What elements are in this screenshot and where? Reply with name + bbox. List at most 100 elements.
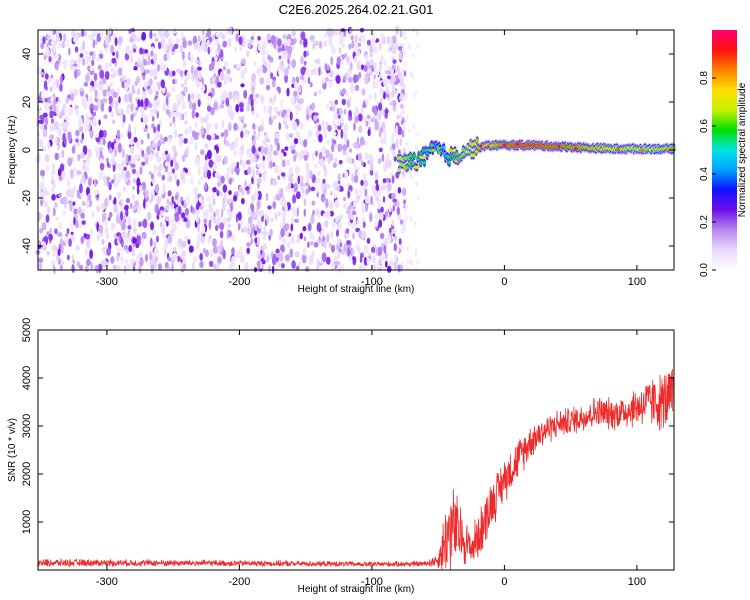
heatmap-noise-cell — [306, 50, 310, 57]
heatmap-noise-cell — [114, 37, 118, 47]
heatmap-noise-cell — [204, 249, 209, 257]
heatmap-noise-cell — [380, 54, 384, 64]
heatmap-noise-cell — [118, 96, 121, 104]
heatmap-noise-cell — [404, 61, 407, 67]
heatmap-noise-cell — [102, 89, 108, 97]
heatmap-noise-cell — [381, 153, 385, 162]
heatmap-noise-cell — [343, 203, 347, 209]
heatmap-noise-cell — [171, 223, 177, 228]
heatmap-noise-cell — [342, 75, 346, 82]
heatmap-noise-cell — [295, 110, 299, 116]
heatmap-noise-cell — [211, 77, 216, 85]
heatmap-noise-cell — [396, 201, 400, 208]
heatmap-noise-cell — [286, 38, 291, 46]
heatmap-noise-cell — [130, 113, 134, 122]
heatmap-noise-cell — [316, 170, 321, 176]
heatmap-noise-cell — [413, 93, 416, 99]
heatmap-noise-cell — [150, 46, 155, 51]
y-tick-label: 2000 — [21, 462, 33, 486]
heatmap-noise-cell — [245, 159, 251, 165]
heatmap-noise-cell — [156, 197, 161, 205]
heatmap-noise-cell — [40, 212, 44, 219]
heatmap-noise-cell — [358, 125, 363, 134]
heatmap-noise-cell — [85, 74, 90, 82]
heatmap-noise-cell — [171, 253, 177, 259]
heatmap-noise-cell — [323, 167, 328, 178]
heatmap-noise-cell — [375, 179, 379, 185]
heatmap-noise-cell — [314, 40, 319, 47]
heatmap-noise-cell — [49, 134, 55, 141]
heatmap-noise-cell — [222, 249, 226, 260]
heatmap-noise-cell — [140, 139, 144, 145]
heatmap-noise-cell — [327, 36, 331, 46]
heatmap-noise-cell — [217, 81, 222, 88]
heatmap-noise-cell — [198, 60, 201, 67]
heatmap-noise-cell — [278, 122, 281, 131]
heatmap-noise-cell — [142, 218, 148, 229]
heatmap-noise-cell — [116, 255, 120, 262]
heatmap-noise-cell — [171, 195, 174, 204]
heatmap-noise-cell — [375, 183, 380, 192]
heatmap-noise-cell — [363, 256, 367, 266]
heatmap-noise-cell — [121, 247, 125, 253]
heatmap-noise-cell — [361, 231, 365, 241]
heatmap-noise-cell — [327, 124, 332, 132]
heatmap-noise-cell — [103, 246, 108, 256]
spectrogram-y-label: Frequency (Hz) — [7, 116, 18, 185]
heatmap-noise-cell — [230, 260, 236, 268]
heatmap-noise-cell — [114, 100, 119, 107]
heatmap-noise-cell — [401, 175, 404, 180]
heatmap-noise-cell — [117, 142, 122, 153]
heatmap-noise-cell — [275, 112, 279, 119]
heatmap-noise-cell — [322, 178, 326, 184]
heatmap-noise-cell — [171, 145, 177, 152]
heatmap-noise-cell — [364, 76, 369, 85]
heatmap-noise-cell — [176, 179, 180, 187]
heatmap-noise-cell — [363, 244, 369, 255]
heatmap-noise-cell — [335, 229, 340, 237]
heatmap-noise-cell — [116, 129, 121, 137]
heatmap-noise-cell — [190, 205, 193, 213]
heatmap-noise-cell — [184, 168, 189, 174]
heatmap-noise-cell — [124, 52, 130, 61]
heatmap-noise-cell — [149, 237, 153, 247]
heatmap-noise-cell — [202, 247, 206, 254]
heatmap-noise-cell — [55, 137, 59, 146]
heatmap-noise-cell — [67, 254, 70, 261]
heatmap-noise-cell — [385, 177, 390, 183]
heatmap-noise-cell — [150, 221, 154, 231]
heatmap-noise-cell — [256, 163, 261, 168]
y-tick-label: -20 — [21, 190, 33, 206]
heatmap-noise-cell — [45, 116, 48, 126]
heatmap-noise-cell — [346, 152, 349, 162]
heatmap-noise-cell — [300, 66, 306, 76]
heatmap-noise-cell — [227, 122, 232, 132]
heatmap-noise-cell — [262, 231, 267, 241]
heatmap-noise-cell — [76, 189, 81, 199]
heatmap-noise-cell — [101, 202, 104, 209]
heatmap-noise-cell — [111, 179, 115, 184]
heatmap-noise-cell — [50, 260, 56, 266]
heatmap-noise-cell — [384, 251, 388, 260]
heatmap-noise-cell — [163, 136, 168, 142]
heatmap-noise-cell — [254, 237, 258, 244]
heatmap-noise-cell — [302, 247, 307, 256]
heatmap-noise-cell — [281, 159, 286, 168]
heatmap-noise-cell — [400, 78, 404, 86]
heatmap-noise-cell — [100, 103, 105, 112]
x-tick-label: -100 — [361, 576, 383, 588]
heatmap-noise-cell — [62, 209, 66, 216]
heatmap-noise-cell — [322, 213, 326, 219]
heatmap-noise-cell — [77, 154, 80, 162]
heatmap-noise-cell — [334, 199, 340, 208]
heatmap-noise-cell — [79, 87, 84, 92]
heatmap-noise-cell — [370, 117, 375, 123]
heatmap-noise-cell — [307, 130, 313, 138]
heatmap-noise-cell — [404, 207, 407, 213]
heatmap-noise-cell — [314, 58, 318, 64]
heatmap-noise-cell — [384, 57, 387, 67]
heatmap-noise-cell — [334, 193, 337, 199]
heatmap-noise-cell — [285, 254, 290, 261]
heatmap-noise-cell — [183, 217, 188, 222]
heatmap-noise-cell — [98, 53, 104, 59]
